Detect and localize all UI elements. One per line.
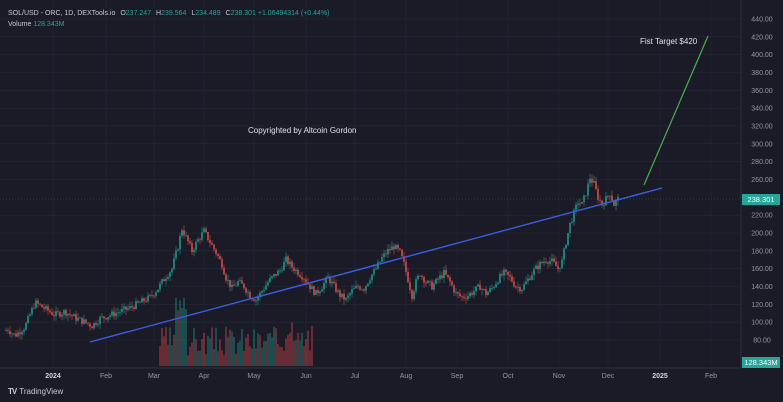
price-tick: 300.00	[751, 141, 773, 148]
price-tick: 120.00	[751, 302, 773, 309]
volume-value: 128.343M	[33, 21, 65, 28]
high-value: 239.564	[161, 10, 187, 17]
time-tick: 2025	[652, 373, 668, 380]
time-tick: Mar	[148, 373, 161, 380]
target-annotation: Fist Target $420	[640, 37, 698, 46]
chart-legend: SOL/USD - ORC, 1D, DEXTools.io O237.247 …	[8, 8, 330, 30]
target-line[interactable]	[643, 35, 709, 186]
time-tick: Feb	[705, 373, 717, 380]
chart-grid	[0, 0, 741, 368]
price-tick: 320.00	[751, 124, 773, 131]
brand-label: TradingView	[19, 387, 64, 396]
price-tick: 80.00	[753, 338, 771, 345]
time-tick: Feb	[100, 373, 112, 380]
price-tick: 180.00	[751, 248, 773, 255]
time-tick: Nov	[553, 373, 566, 380]
symbol-label[interactable]: SOL/USD - ORC, 1D, DEXTools.io	[8, 10, 116, 17]
price-tick: 380.00	[751, 70, 773, 77]
price-tick: 160.00	[751, 266, 773, 273]
tradingview-logo-icon: TV	[8, 387, 17, 396]
volume-tag: 128.343M	[742, 357, 780, 368]
price-tick: 200.00	[751, 231, 773, 238]
price-tick: 220.00	[751, 213, 773, 220]
time-tick: Jul	[351, 373, 360, 380]
volume-bars	[159, 297, 313, 366]
tradingview-brand[interactable]: TV TradingView	[8, 387, 63, 396]
time-tick: Jun	[300, 373, 311, 380]
price-tick: 420.00	[751, 34, 773, 41]
time-tick: Sep	[451, 373, 464, 380]
price-axis[interactable]: 440.00 420.00 400.00 380.00 360.00 340.00 320.…	[751, 17, 773, 345]
volume-label[interactable]: Volume	[8, 21, 32, 28]
time-tick: Apr	[199, 373, 211, 380]
price-tick: 140.00	[751, 284, 773, 291]
time-tick: Dec	[602, 373, 615, 380]
trendline[interactable]	[89, 187, 663, 343]
time-tick: Oct	[503, 373, 514, 380]
close-value: 238.301	[230, 10, 256, 17]
ohlc-row: SOL/USD - ORC, 1D, DEXTools.io O237.247 …	[8, 10, 330, 17]
current-price-tag: 238.301	[742, 194, 780, 205]
price-tick: 440.00	[751, 17, 773, 24]
low-value: 234.489	[195, 10, 221, 17]
copyright-annotation: Copyrighted by Altcoin Gordon	[248, 126, 357, 135]
time-axis[interactable]: 2024 Feb Mar Apr May Jun Jul Aug Sep Oct Nov Dec 202…	[45, 373, 717, 380]
price-tick: 340.00	[751, 106, 773, 113]
open-value: 237.247	[125, 10, 152, 17]
price-tick: 400.00	[751, 52, 773, 59]
price-tick: 360.00	[751, 88, 773, 95]
volume-row: Volume 128.343M	[8, 19, 330, 30]
time-tick: Aug	[400, 373, 413, 380]
change-value: +1.06494314 (+0.44%)	[257, 10, 330, 17]
price-tick: 260.00	[751, 177, 773, 184]
candlesticks	[5, 174, 619, 340]
time-tick: May	[247, 373, 261, 380]
price-tick: 100.00	[751, 320, 773, 327]
time-tick: 2024	[45, 373, 61, 380]
price-tick: 280.00	[751, 159, 773, 166]
